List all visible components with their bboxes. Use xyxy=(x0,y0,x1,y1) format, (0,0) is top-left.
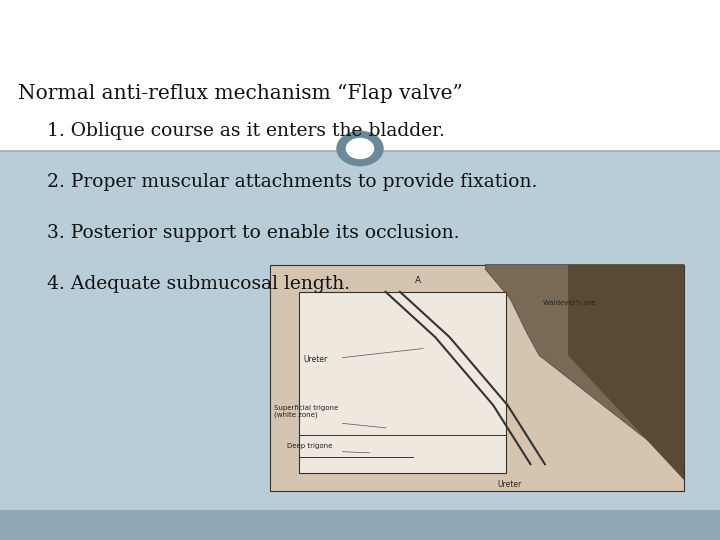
Text: Ureter: Ureter xyxy=(303,355,328,364)
Text: A: A xyxy=(415,276,421,285)
Bar xyxy=(0,151,720,510)
Text: 1. Oblique course as it enters the bladder.: 1. Oblique course as it enters the bladd… xyxy=(47,122,445,139)
Bar xyxy=(0,510,720,540)
Text: Deep trigone: Deep trigone xyxy=(287,443,332,449)
Text: Waldeyer's she: Waldeyer's she xyxy=(544,300,596,306)
Text: Superficial trigone
(white zone): Superficial trigone (white zone) xyxy=(274,404,338,418)
Circle shape xyxy=(336,131,384,166)
Text: 4. Adequate submucosal length.: 4. Adequate submucosal length. xyxy=(47,275,350,293)
Circle shape xyxy=(346,138,374,159)
Polygon shape xyxy=(485,265,684,469)
Bar xyxy=(270,265,684,491)
Text: 2. Proper muscular attachments to provide fixation.: 2. Proper muscular attachments to provid… xyxy=(47,173,537,191)
Polygon shape xyxy=(568,265,684,480)
Bar xyxy=(299,292,506,473)
Bar xyxy=(0,0,720,151)
Text: 3. Posterior support to enable its occlusion.: 3. Posterior support to enable its occlu… xyxy=(47,224,459,242)
Text: Normal anti-reflux mechanism “Flap valve”: Normal anti-reflux mechanism “Flap valve… xyxy=(18,84,463,103)
Text: Ureter: Ureter xyxy=(498,480,522,489)
